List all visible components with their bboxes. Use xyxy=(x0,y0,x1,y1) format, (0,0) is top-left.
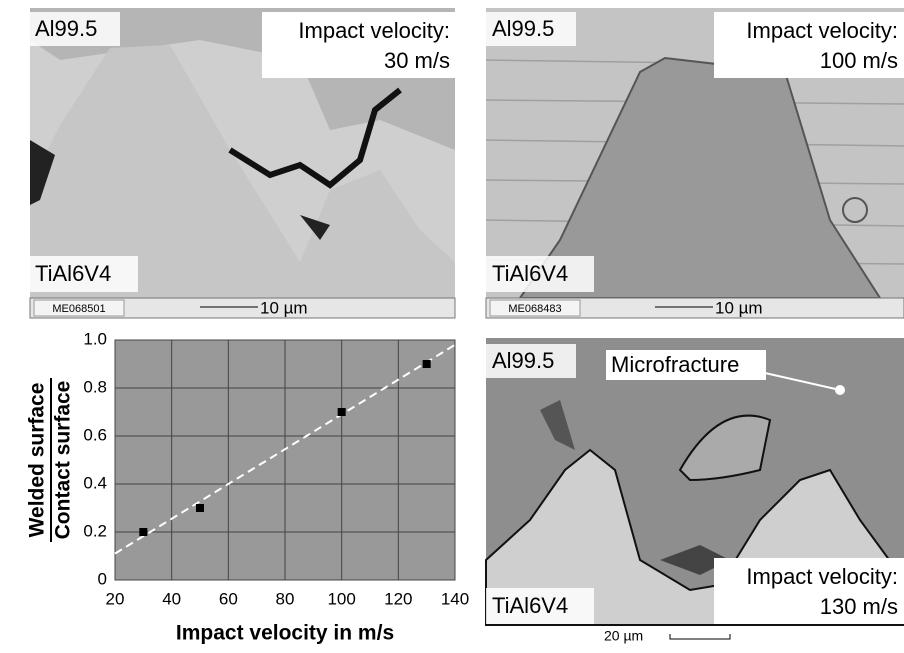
pore xyxy=(842,197,868,223)
y-tick-label: 0.4 xyxy=(83,473,107,492)
x-tick-label: 120 xyxy=(384,589,412,608)
bottom-label: TiAl6V4 xyxy=(35,261,111,286)
bottom-label: TiAl6V4 xyxy=(492,593,568,618)
y-tick-label: 0.2 xyxy=(83,521,107,540)
fracture xyxy=(660,545,730,575)
velocity: 100 m/s xyxy=(820,48,898,73)
titanium-region xyxy=(30,45,455,298)
x-tick-label: 60 xyxy=(219,589,238,608)
velocity: 30 m/s xyxy=(384,48,450,73)
dark-region xyxy=(300,215,330,240)
x-tick-label: 140 xyxy=(441,589,469,608)
chart: Impact velocity in m/s Welded surface Co… xyxy=(26,378,394,645)
x-tick-label: 40 xyxy=(162,589,181,608)
plot-border xyxy=(114,339,456,581)
micrograph-130: Al99.5 Microfracture Impact velocity: 13… xyxy=(485,338,904,644)
x-axis-label: Impact velocity in m/s xyxy=(176,622,394,645)
dark-region xyxy=(30,140,55,205)
label-box xyxy=(486,588,594,624)
label-box xyxy=(486,256,594,292)
label-box xyxy=(486,12,576,46)
id-box xyxy=(489,299,581,317)
top-label: Al99.5 xyxy=(492,348,554,373)
top-label: Al99.5 xyxy=(35,16,97,41)
y-tick-label: 0.8 xyxy=(83,377,107,396)
scale-bar xyxy=(669,634,731,640)
y-tick-label: 0 xyxy=(98,569,107,588)
image-id: ME068483 xyxy=(508,303,561,315)
x-tick-label: 20 xyxy=(106,589,125,608)
label-box xyxy=(714,12,904,78)
fragment xyxy=(678,414,772,482)
scale-label: 10 µm xyxy=(715,298,763,317)
y-tick-label: 1.0 xyxy=(83,329,107,348)
annotation-dot xyxy=(835,385,845,395)
scale-label: 20 µm xyxy=(604,628,643,644)
y-tick-label: 0.6 xyxy=(83,425,107,444)
annotation: Microfracture xyxy=(611,352,739,377)
label-box xyxy=(714,558,904,624)
velocity-label: Impact velocity: xyxy=(746,18,898,43)
top-label: Al99.5 xyxy=(492,16,554,41)
x-tick-label: 80 xyxy=(276,589,295,608)
x-tick-label: 100 xyxy=(327,589,355,608)
label-box xyxy=(486,344,576,378)
data-point xyxy=(139,528,148,536)
label-box xyxy=(30,256,138,292)
image-id: ME068501 xyxy=(52,303,105,315)
micrograph-100: ME068483 10 µm Al99.5 Impact velocity: 1… xyxy=(485,8,904,319)
bottom-label: TiAl6V4 xyxy=(492,261,568,286)
label-box xyxy=(30,12,120,46)
data-point xyxy=(422,360,431,368)
data-point xyxy=(337,408,346,416)
label-box xyxy=(262,12,455,78)
y-axis-label: Welded surface Contact surface xyxy=(26,378,75,542)
y-label-numerator: Welded surface xyxy=(26,383,49,538)
crack xyxy=(228,87,402,189)
scale-label: 10 µm xyxy=(260,298,308,317)
velocity-label: Impact velocity: xyxy=(298,18,450,43)
info-bar xyxy=(485,297,904,319)
velocity-label: Impact velocity: xyxy=(746,564,898,589)
id-box xyxy=(33,299,125,317)
fracture xyxy=(540,400,575,450)
annotation-line xyxy=(764,372,841,391)
data-point xyxy=(196,504,204,512)
label-box xyxy=(606,350,766,380)
trend-line xyxy=(114,343,456,555)
velocity: 130 m/s xyxy=(820,594,898,619)
y-label-denominator: Contact surface xyxy=(52,381,75,540)
info-bar xyxy=(29,297,456,319)
micrograph-30: ME068501 10 µm Al99.5 Impact velocity: 3… xyxy=(29,8,456,319)
